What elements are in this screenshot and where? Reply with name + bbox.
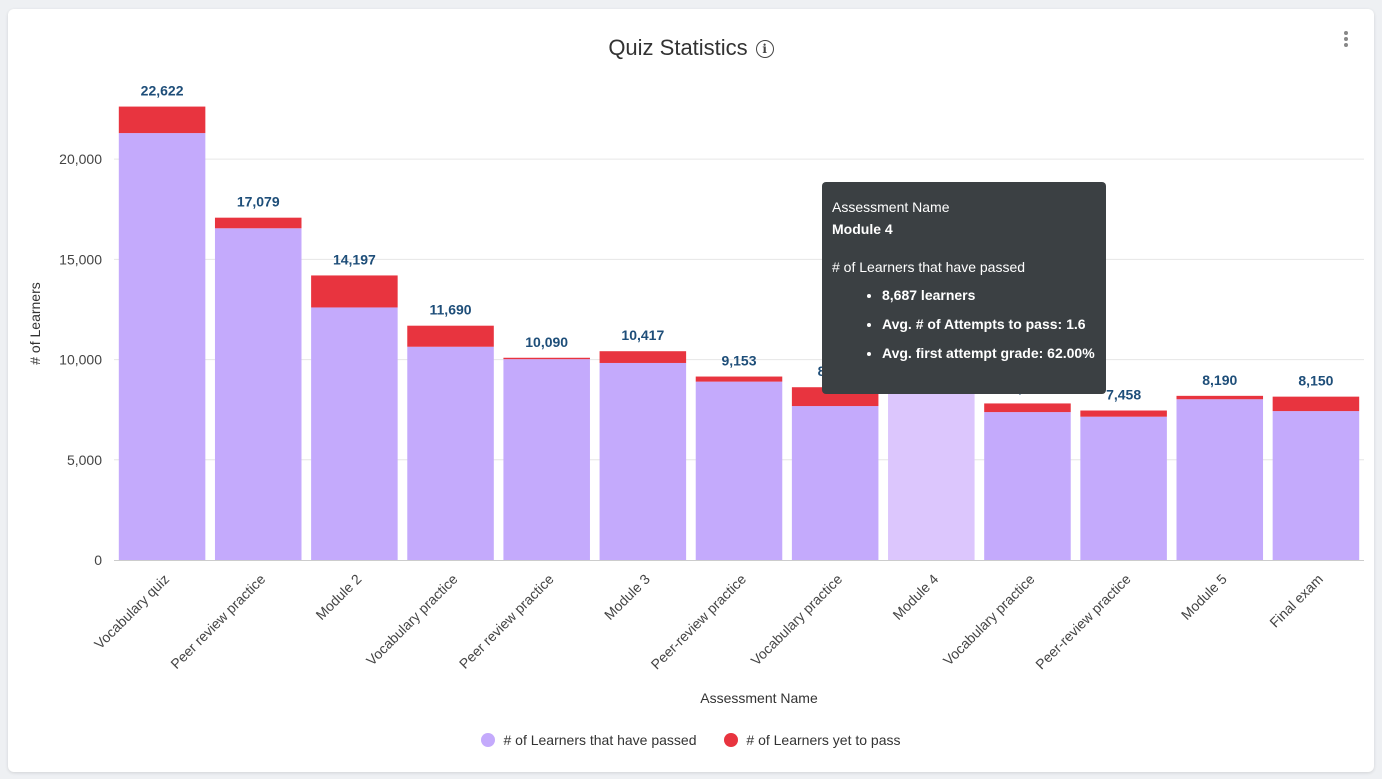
data-label: 10,090 xyxy=(525,334,568,350)
chart-tooltip: Assessment Name Module 4 # of Learners t… xyxy=(822,182,1106,394)
y-axis-title: # of Learners xyxy=(27,282,43,365)
tooltip-label: Assessment Name xyxy=(832,199,950,215)
data-label: 17,079 xyxy=(237,194,280,210)
bar-yet-to-pass xyxy=(1272,396,1360,412)
bar-yet-to-pass xyxy=(214,217,302,229)
bar-passed xyxy=(214,228,302,560)
x-tick-label: Module 3 xyxy=(601,571,653,623)
data-label: 10,417 xyxy=(621,327,664,343)
bar-passed xyxy=(984,412,1071,560)
x-tick-label: Vocabulary quiz xyxy=(91,571,172,652)
data-label: 11,690 xyxy=(430,302,472,318)
bar-yet-to-pass xyxy=(695,376,783,382)
data-label: 8,190 xyxy=(1202,372,1237,388)
bar-passed xyxy=(407,346,494,560)
bar-chart: 0 5,000 10,000 15,000 20,000 22,622 Vocabulary… xyxy=(27,83,1364,706)
quiz-statistics-card: Quiz Statistics i 0 5,000 10,000 15,000 20,00… xyxy=(8,9,1374,772)
data-label: 22,622 xyxy=(141,83,184,99)
bar-yet-to-pass xyxy=(118,106,206,134)
y-tick-label: 15,000 xyxy=(59,251,102,267)
x-tick-label: Vocabulary practice xyxy=(940,571,1038,669)
x-tick-label: Vocabulary practice xyxy=(363,571,461,669)
info-icon[interactable]: i xyxy=(755,40,774,58)
legend-label-yet-to-pass: # of Learners yet to pass xyxy=(746,732,901,748)
bar-passed xyxy=(888,385,975,560)
bar-passed xyxy=(118,133,206,560)
bar-yet-to-pass xyxy=(1176,395,1264,400)
legend-dot-passed xyxy=(481,733,496,747)
x-tick-label: Module 4 xyxy=(889,571,941,623)
tooltip-value: Module 4 xyxy=(832,221,893,237)
bar-yet-to-pass xyxy=(503,357,590,360)
bar-yet-to-pass xyxy=(407,325,494,347)
tooltip-series: # of Learners that have passed xyxy=(832,259,1026,275)
more-options-icon[interactable] xyxy=(1340,31,1352,51)
x-tick-label: Peer review practice xyxy=(167,571,268,672)
y-tick-label: 10,000 xyxy=(59,352,102,368)
tooltip-details: 8,687 learners Avg. # of Attempts to pas… xyxy=(832,287,1096,361)
legend-label-passed: # of Learners that have passed xyxy=(503,732,697,748)
tooltip-learners: 8,687 learners xyxy=(882,287,1096,303)
bar-yet-to-pass xyxy=(1080,410,1167,417)
x-tick-label: Module 2 xyxy=(312,571,364,623)
data-label: 8,150 xyxy=(1298,373,1333,389)
y-tick-label: 5,000 xyxy=(67,452,102,468)
bar-passed xyxy=(1080,416,1167,560)
legend-item-passed[interactable]: # of Learners that have passed xyxy=(481,732,697,748)
x-tick-label: Module 5 xyxy=(1178,571,1230,623)
data-label: 14,197 xyxy=(333,251,376,267)
tooltip-attempts: Avg. # of Attempts to pass: 1.6 xyxy=(882,316,1096,332)
bar-passed xyxy=(599,362,687,560)
bar-passed xyxy=(695,381,783,560)
y-tick-label: 20,000 xyxy=(59,151,102,167)
x-tick-label: Final exam xyxy=(1266,571,1326,631)
tooltip-grade: Avg. first attempt grade: 62.00% xyxy=(882,345,1096,361)
legend-item-yet-to-pass[interactable]: # of Learners yet to pass xyxy=(724,732,901,748)
bar-passed xyxy=(503,359,590,560)
bar-yet-to-pass xyxy=(311,275,398,308)
y-tick-label: 0 xyxy=(94,552,102,568)
bar-passed xyxy=(1272,411,1360,560)
bar-yet-to-pass xyxy=(984,403,1071,413)
x-tick-label: Peer-review practice xyxy=(648,571,750,673)
x-axis-title: Assessment Name xyxy=(700,690,818,706)
bar-passed xyxy=(1176,399,1264,560)
chart-title: Quiz Statistics xyxy=(608,35,748,60)
data-label: 7,458 xyxy=(1106,387,1141,403)
chart-header: Quiz Statistics i xyxy=(8,35,1374,61)
x-tick-label: Vocabulary practice xyxy=(748,571,846,669)
bar-passed xyxy=(311,307,398,560)
legend-dot-yet-to-pass xyxy=(724,733,739,747)
data-label: 9,153 xyxy=(721,353,756,369)
x-tick-label: Peer-review practice xyxy=(1032,571,1134,673)
bar-passed xyxy=(791,406,879,560)
chart-legend: # of Learners that have passed # of Lear… xyxy=(8,732,1374,748)
bar-yet-to-pass xyxy=(599,351,687,363)
x-tick-label: Peer review practice xyxy=(456,571,557,672)
